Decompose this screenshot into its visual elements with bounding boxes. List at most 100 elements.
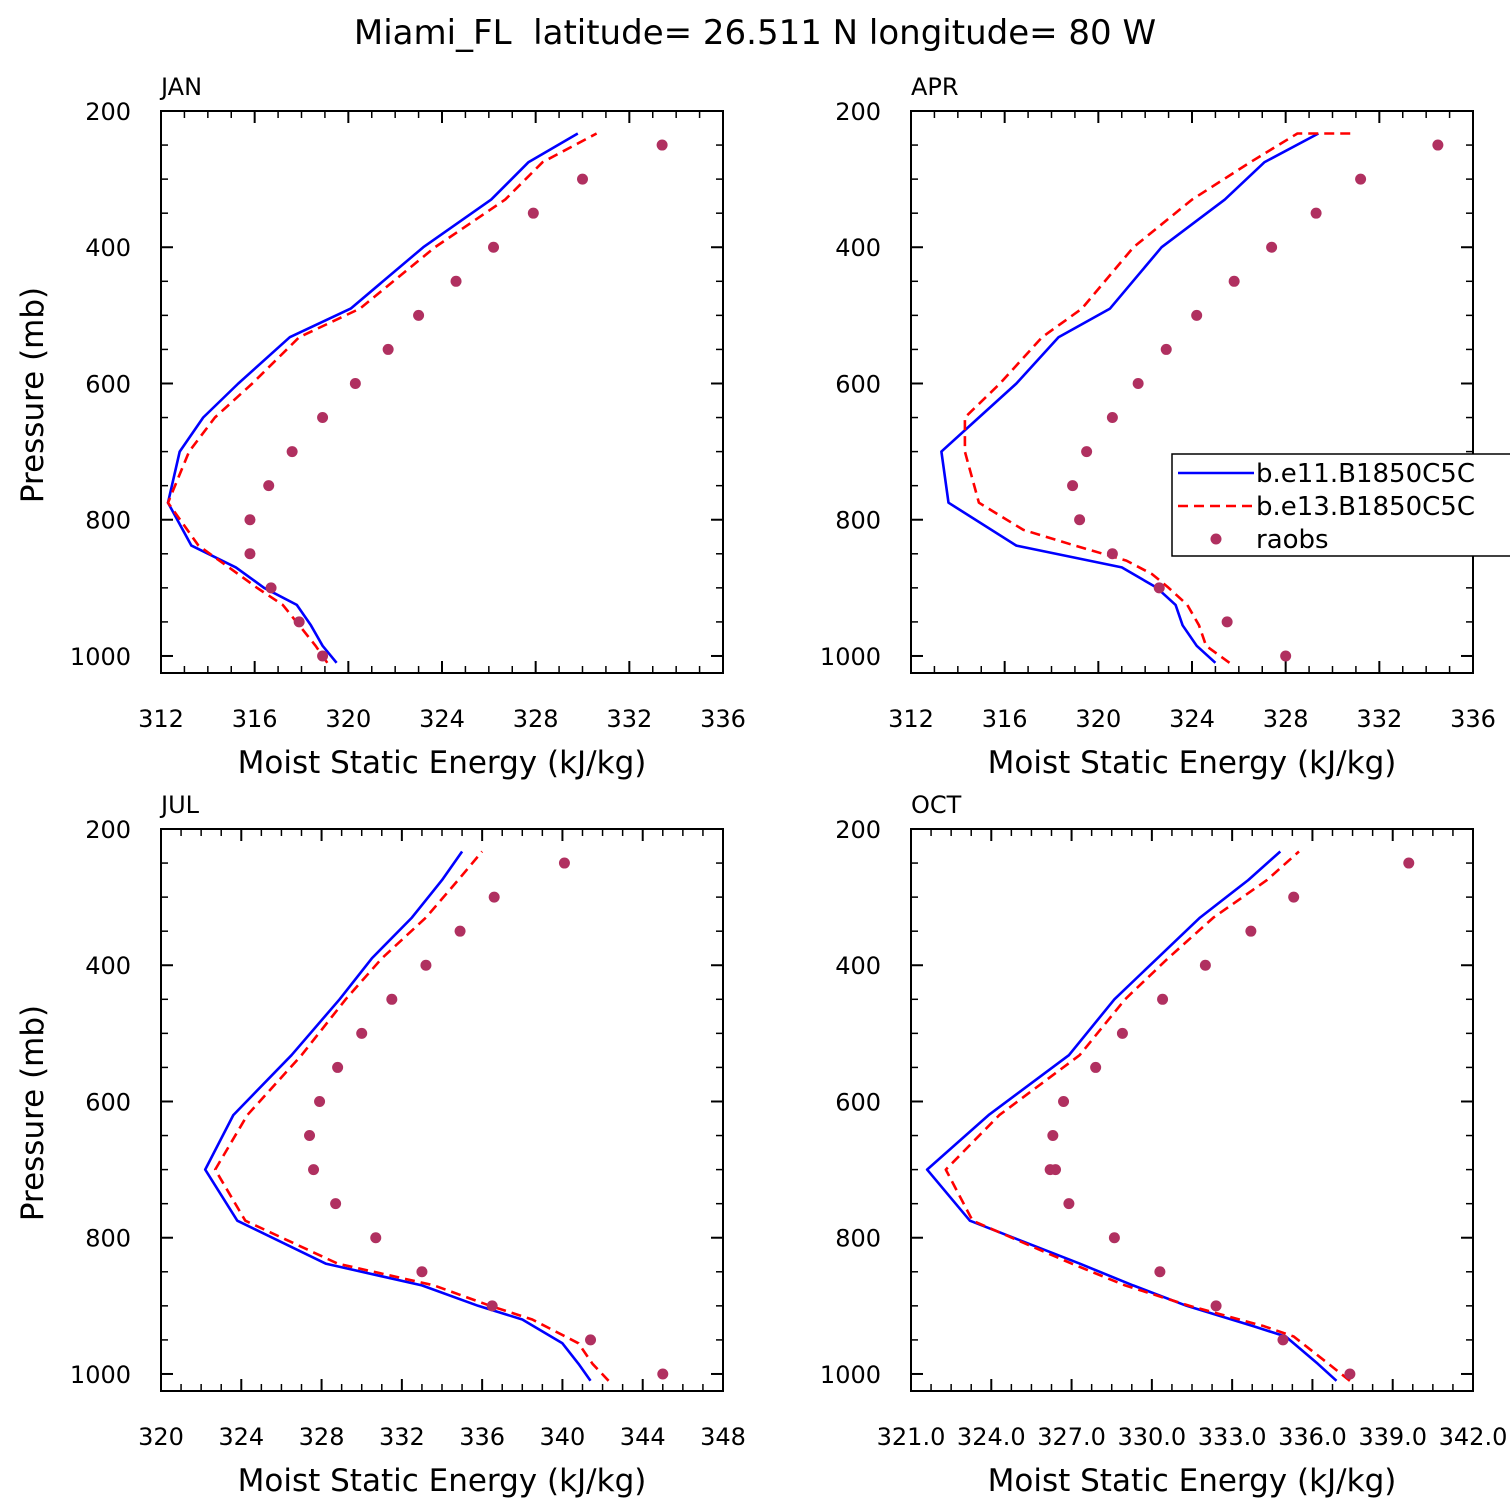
y-tick-label: 600 [85, 370, 131, 398]
raobs-point [330, 1198, 342, 1210]
raobs-point [1106, 548, 1118, 560]
raobs-point [1288, 891, 1300, 903]
x-tick-label: 320 [325, 705, 371, 733]
raobs-point [1106, 412, 1118, 424]
y-tick-label: 800 [85, 507, 131, 535]
x-axis-label: Moist Static Energy (kJ/kg) [988, 1463, 1397, 1499]
raobs-point [1090, 1061, 1102, 1073]
raobs-point [1157, 993, 1169, 1005]
raobs-point [1058, 1095, 1070, 1107]
x-tick-label: 336.0 [1278, 1423, 1347, 1451]
legend-label: b.e13.B1850C5C [1256, 492, 1475, 522]
x-tick-label: 336 [700, 705, 746, 733]
raobs-point [304, 1130, 316, 1142]
raobs-point [416, 1266, 428, 1278]
x-tick-label: 342.0 [1439, 1423, 1508, 1451]
series-group [925, 850, 1415, 1382]
y-tick-label: 1000 [820, 1361, 881, 1389]
y-tick-label: 200 [85, 98, 131, 126]
x-tick-label: 336 [459, 1423, 505, 1451]
x-axis-label: Moist Static Energy (kJ/kg) [988, 745, 1397, 781]
raobs-point [317, 650, 329, 662]
raobs-point [1344, 1368, 1356, 1380]
raobs-point [382, 343, 394, 355]
raobs-point [486, 1300, 498, 1312]
x-tick-label: 332 [379, 1423, 425, 1451]
x-tick-label: 320 [138, 1423, 184, 1451]
x-tick-label: 333.0 [1198, 1423, 1267, 1451]
raobs-point [1132, 377, 1144, 389]
x-tick-label: 324 [1169, 705, 1215, 733]
plot-frame [910, 110, 1474, 674]
y-tick-label: 1000 [70, 643, 131, 671]
x-tick-label: 328 [513, 705, 559, 733]
raobs-point [450, 275, 462, 287]
y-tick-label: 400 [835, 952, 881, 980]
raobs-point [1210, 1300, 1222, 1312]
raobs-point [1403, 857, 1415, 869]
panel-label: JUL [159, 791, 200, 819]
series-group [203, 850, 669, 1382]
raobs-point [1199, 959, 1211, 971]
x-tick-label: 332 [606, 705, 652, 733]
series-line-b-e11 [166, 132, 579, 664]
series-line-b-e13 [944, 850, 1351, 1382]
raobs-point [332, 1061, 344, 1073]
x-axis-label: Moist Static Energy (kJ/kg) [238, 1463, 647, 1499]
raobs-point [527, 207, 539, 219]
raobs-point [413, 309, 425, 321]
raobs-point [1074, 514, 1086, 526]
raobs-point [1432, 139, 1444, 151]
series-line-b-e11 [925, 850, 1338, 1382]
raobs-point [577, 173, 588, 185]
x-tick-label: 324 [419, 705, 465, 733]
x-tick-label: 328 [1263, 705, 1309, 733]
plot-frame [160, 110, 724, 674]
raobs-point [585, 1334, 597, 1346]
raobs-point [244, 548, 256, 560]
x-tick-label: 340 [540, 1423, 586, 1451]
series-line-b-e13 [166, 132, 598, 664]
raobs-point [1108, 1232, 1120, 1244]
raobs-point [1266, 241, 1278, 253]
raobs-point [1081, 446, 1093, 458]
raobs-point [286, 446, 298, 458]
raobs-point [1116, 1027, 1128, 1039]
raobs-point [1153, 582, 1165, 594]
x-tick-label: 312 [888, 705, 934, 733]
raobs-point [1063, 1198, 1075, 1210]
panel-label: OCT [911, 791, 962, 819]
panel-label: JAN [159, 73, 202, 101]
raobs-point [386, 993, 398, 1005]
x-tick-label: 316 [232, 705, 278, 733]
raobs-point [1280, 650, 1292, 662]
raobs-point [308, 1164, 320, 1176]
y-tick-label: 200 [835, 816, 881, 844]
x-tick-label: 312 [138, 705, 184, 733]
raobs-point [558, 857, 570, 869]
raobs-point [1277, 1334, 1289, 1346]
raobs-point [1228, 275, 1240, 287]
raobs-point [1044, 1164, 1056, 1176]
raobs-point [265, 582, 277, 594]
y-tick-label: 600 [835, 370, 881, 398]
panel-apr: APR 312 316 320 324 328 332 336 200 400 600 800 1000… [820, 73, 1496, 781]
plot-frame [160, 828, 724, 1392]
raobs-point [293, 616, 305, 628]
y-tick-label: 600 [835, 1088, 881, 1116]
raobs-point [1154, 1266, 1166, 1278]
raobs-point [370, 1232, 382, 1244]
y-tick-label: 400 [85, 234, 131, 262]
raobs-point [657, 1368, 669, 1380]
panel-label: APR [911, 73, 959, 101]
raobs-point [244, 514, 256, 526]
x-tick-label: 332 [1356, 705, 1402, 733]
y-tick-label: 400 [85, 952, 131, 980]
x-tick-label: 339.0 [1358, 1423, 1427, 1451]
raobs-point [1221, 616, 1233, 628]
y-tick-label: 1000 [820, 643, 881, 671]
y-tick-label: 1000 [70, 1361, 131, 1389]
x-tick-label: 324.0 [957, 1423, 1026, 1451]
raobs-point [317, 412, 329, 424]
series-group [166, 132, 668, 664]
